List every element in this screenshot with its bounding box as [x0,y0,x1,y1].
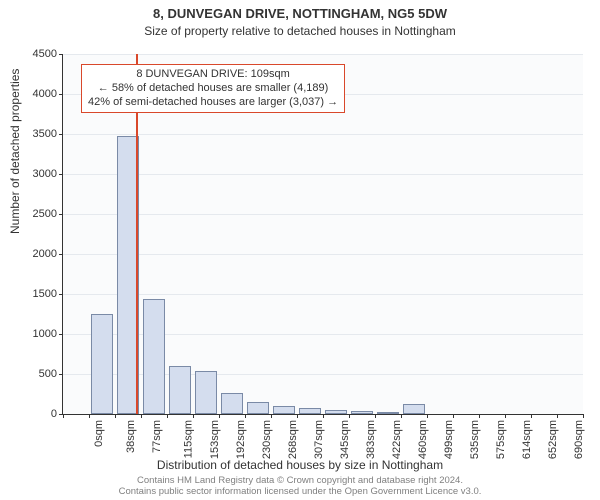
histogram-bar [351,411,374,414]
xtick-label: 38sqm [125,420,137,453]
xtick-mark [271,414,272,418]
xtick-label: 192sqm [235,420,247,459]
xtick-label: 0sqm [93,420,105,447]
gridline [63,54,583,55]
gridline [63,214,583,215]
xtick-mark [141,414,142,418]
xtick-mark [193,414,194,418]
plot-area: 0500100015002000250030003500400045000sqm… [62,54,583,415]
xtick-label: 77sqm [151,420,163,453]
xtick-mark [323,414,324,418]
ytick-label: 1500 [33,288,63,300]
xtick-label: 230sqm [261,420,273,459]
histogram-bar [91,314,114,414]
xtick-label: 575sqm [495,420,507,459]
histogram-bar [377,412,400,414]
xtick-mark [479,414,480,418]
histogram-bar [143,299,166,414]
annotation-line2: ← 58% of detached houses are smaller (4,… [88,82,338,96]
footer-line2: Contains public sector information licen… [0,487,600,498]
gridline [63,294,583,295]
histogram-bar [299,408,322,414]
annotation-line1: 8 DUNVEGAN DRIVE: 109sqm [88,68,338,82]
gridline [63,174,583,175]
xtick-label: 345sqm [339,420,351,459]
xtick-label: 422sqm [391,420,403,459]
xtick-label: 614sqm [521,420,533,459]
histogram-bar [403,404,426,414]
xtick-mark [427,414,428,418]
annotation-box: 8 DUNVEGAN DRIVE: 109sqm ← 58% of detach… [81,64,345,113]
xtick-mark [453,414,454,418]
xtick-label: 268sqm [287,420,299,459]
xtick-mark [349,414,350,418]
xtick-label: 690sqm [573,420,585,459]
xtick-mark [167,414,168,418]
xtick-mark [401,414,402,418]
ytick-label: 3500 [33,128,63,140]
xtick-mark [297,414,298,418]
xtick-label: 115sqm [182,420,194,458]
x-axis-label: Distribution of detached houses by size … [0,458,600,472]
gridline [63,334,583,335]
ytick-label: 500 [39,368,63,380]
histogram-bar [221,393,244,414]
xtick-mark [219,414,220,418]
annotation-line3: 42% of semi-detached houses are larger (… [88,96,338,110]
y-axis-label: Number of detached properties [8,69,22,234]
histogram-bar [273,406,296,414]
gridline [63,254,583,255]
footer: Contains HM Land Registry data © Crown c… [0,476,600,498]
ytick-label: 2000 [33,248,63,260]
ytick-label: 1000 [33,328,63,340]
xtick-label: 460sqm [417,420,429,459]
histogram-bar [169,366,192,414]
xtick-label: 652sqm [547,420,559,459]
xtick-label: 307sqm [313,420,325,459]
chart-subtitle: Size of property relative to detached ho… [0,22,600,38]
ytick-label: 0 [51,408,63,420]
histogram-bar [195,371,218,414]
ytick-label: 4500 [33,48,63,60]
xtick-mark [115,414,116,418]
xtick-label: 535sqm [469,420,481,459]
xtick-label: 383sqm [365,420,377,459]
xtick-mark [63,414,64,418]
histogram-bar [325,410,348,414]
xtick-mark [245,414,246,418]
gridline [63,134,583,135]
histogram-bar [247,402,270,414]
gridline [63,374,583,375]
ytick-label: 2500 [33,208,63,220]
ytick-label: 4000 [33,88,63,100]
xtick-mark [583,414,584,418]
chart-title: 8, DUNVEGAN DRIVE, NOTTINGHAM, NG5 5DW [0,0,600,22]
xtick-mark [375,414,376,418]
xtick-mark [89,414,90,418]
xtick-mark [531,414,532,418]
ytick-label: 3000 [33,168,63,180]
xtick-label: 499sqm [443,420,455,459]
xtick-mark [557,414,558,418]
chart-container: 8, DUNVEGAN DRIVE, NOTTINGHAM, NG5 5DW S… [0,0,600,500]
xtick-mark [505,414,506,418]
xtick-label: 153sqm [209,420,221,459]
